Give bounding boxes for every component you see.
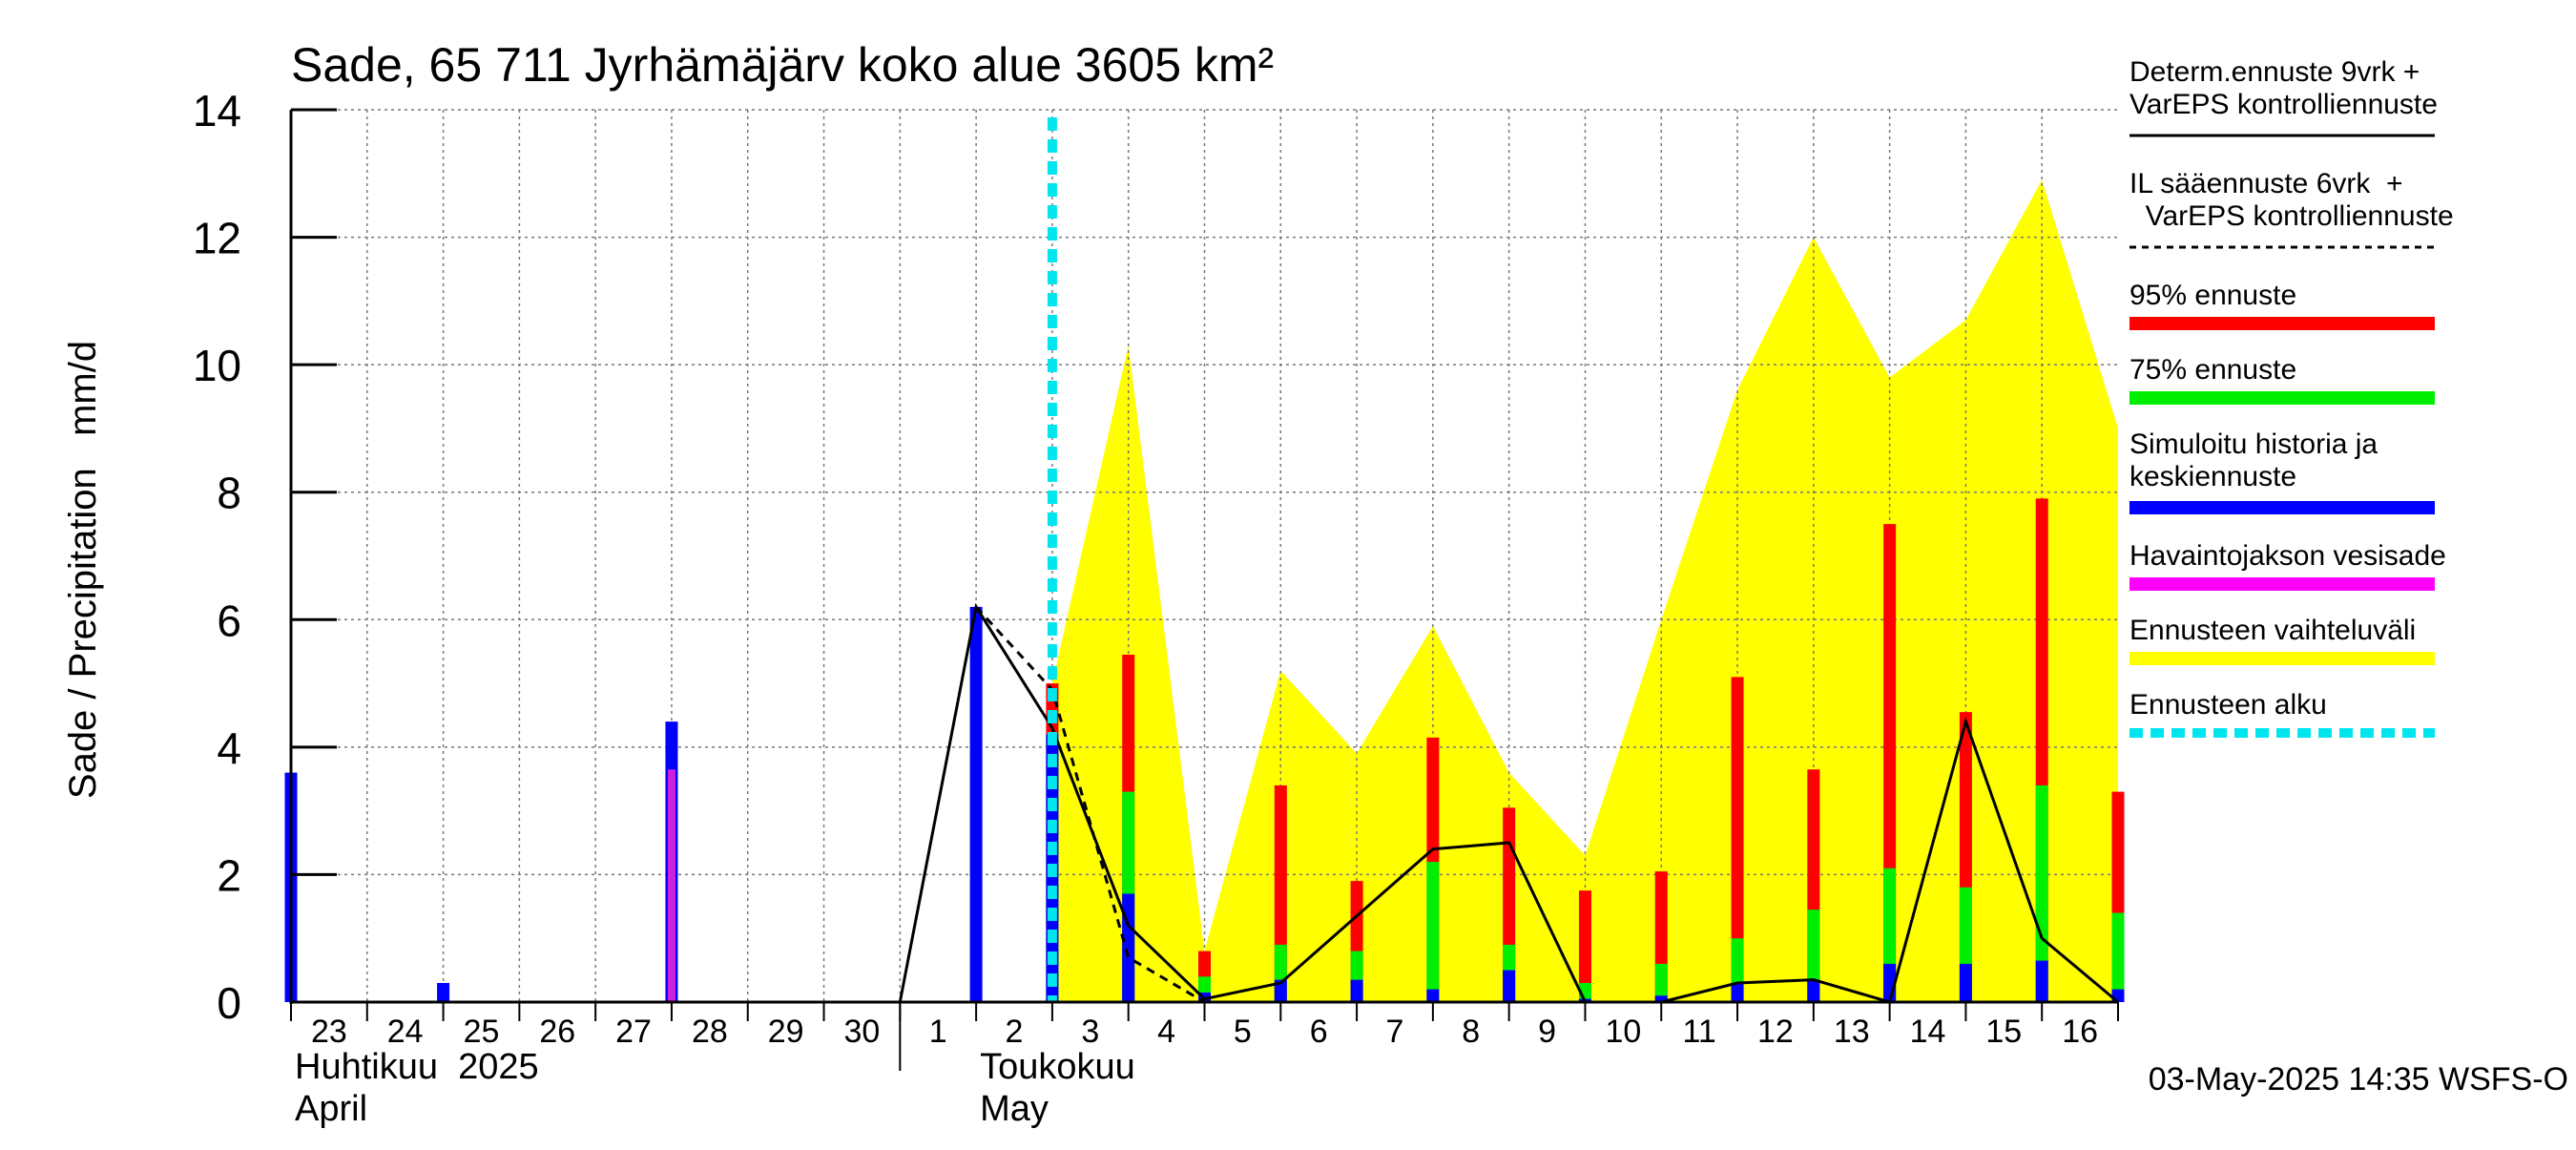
forecast-bar-p75 [1426, 862, 1440, 1002]
history-bar-simulated [969, 606, 983, 1002]
legend-label-line2: VarEPS kontrolliennuste [2129, 200, 2454, 232]
x-day-label: 27 [615, 1014, 652, 1050]
legend-item: Determ.ennuste 9vrk +VarEPS kontrollienn… [2129, 56, 2438, 137]
y-tick-label: 14 [193, 86, 241, 136]
legend-label: Ennusteen vaihteluväli [2129, 615, 2416, 646]
month-label-english: April [295, 1089, 367, 1129]
x-day-label: 23 [311, 1014, 347, 1050]
forecast-bar-mean [2035, 960, 2048, 1002]
variation-range-area [1051, 179, 2118, 1002]
legend-label: Havaintojakson vesisade [2129, 540, 2446, 572]
forecast-bar-p95 [1578, 890, 1591, 1002]
y-tick-label: 12 [193, 214, 241, 263]
legend-item: IL sääennuste 6vrk + VarEPS kontrollienn… [2129, 168, 2454, 249]
x-day-label: 4 [1157, 1014, 1175, 1050]
forecast-bar-mean [1274, 979, 1287, 1002]
legend-item: 95% ennuste [2129, 280, 2435, 330]
y-tick-label: 10 [193, 341, 241, 390]
y-tick-label: 2 [217, 850, 241, 900]
x-day-label: 1 [929, 1014, 947, 1050]
x-day-label: 3 [1081, 1014, 1099, 1050]
footer-timestamp: 03-May-2025 14:35 WSFS-O [2149, 1061, 2568, 1098]
history-bar-observed [667, 769, 675, 1002]
forecast-bar-mean [1503, 970, 1516, 1002]
x-day-label: 24 [387, 1014, 424, 1050]
y-tick-label: 4 [217, 723, 241, 773]
month-label: Huhtikuu 2025 [295, 1047, 539, 1087]
legend-item: Ennusteen vaihteluväli [2129, 615, 2435, 665]
x-day-label: 12 [1757, 1014, 1794, 1050]
forecast-bar-p75 [1654, 963, 1668, 1002]
forecast-bar-mean [1654, 995, 1668, 1002]
history-bar-simulated [437, 982, 450, 1002]
legend-label: Ennusteen alku [2129, 689, 2327, 721]
x-day-label: 16 [2062, 1014, 2098, 1050]
legend-label: Determ.ennuste 9vrk + [2129, 56, 2420, 88]
forecast-bar-p95 [1731, 677, 1744, 1002]
forecast-bar-p75 [2035, 784, 2048, 1002]
series-line-determ [898, 602, 2119, 1004]
y-tick-label: 6 [217, 596, 241, 645]
x-day-label: 30 [844, 1014, 881, 1050]
legend-label: Simuloitu historia ja [2129, 429, 2378, 460]
legend-label-line2: VarEPS kontrolliennuste [2129, 89, 2438, 120]
x-day-label: 26 [539, 1014, 575, 1050]
x-day-label: 7 [1386, 1014, 1404, 1050]
x-day-label: 15 [1985, 1014, 2022, 1050]
forecast-bar-mean [1731, 982, 1744, 1002]
legend-label: 95% ennuste [2129, 280, 2296, 311]
x-day-label: 2 [1006, 1014, 1024, 1050]
x-day-label: 29 [768, 1014, 804, 1050]
legend-label: IL sääennuste 6vrk + [2129, 168, 2403, 199]
x-day-label: 6 [1310, 1014, 1328, 1050]
legend-item: Ennusteen alku [2129, 689, 2435, 738]
forecast-bar-mean [1350, 979, 1363, 1002]
legend-item: 75% ennuste [2129, 354, 2435, 405]
month-label-english: May [980, 1089, 1049, 1129]
legend-label: 75% ennuste [2129, 354, 2296, 386]
forecast-bar-p75 [2111, 912, 2125, 1002]
x-day-label: 8 [1462, 1014, 1480, 1050]
x-day-label: 5 [1234, 1014, 1252, 1050]
forecast-bar-mean [1959, 963, 1972, 1002]
x-day-label: 25 [464, 1014, 500, 1050]
month-label: Toukokuu [980, 1047, 1135, 1087]
forecast-bar-mean [1122, 893, 1135, 1002]
forecast-bar-mean [1426, 989, 1440, 1002]
forecast-bar-mean [1807, 979, 1820, 1002]
y-axis-label: Sade / Precipitation mm/d [62, 341, 104, 799]
x-day-label: 13 [1834, 1014, 1870, 1050]
legend-label-line2: keskiennuste [2129, 461, 2296, 492]
x-day-label: 9 [1538, 1014, 1556, 1050]
x-day-label: 10 [1605, 1014, 1641, 1050]
chart-title: Sade, 65 711 Jyrhämäjärv koko alue 3605 … [291, 38, 1274, 92]
x-day-label: 14 [1910, 1014, 1946, 1050]
y-tick-label: 8 [217, 469, 241, 518]
y-tick-label: 0 [217, 978, 241, 1028]
legend-item: Havaintojakson vesisade [2129, 540, 2446, 591]
x-day-label: 11 [1682, 1014, 1715, 1050]
x-day-label: 28 [692, 1014, 728, 1050]
